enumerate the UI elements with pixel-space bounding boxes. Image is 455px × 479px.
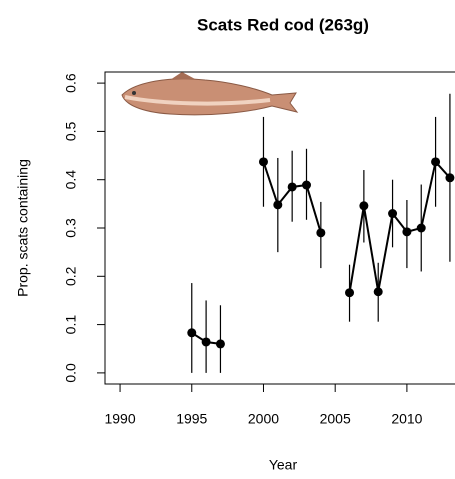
data-point	[445, 173, 455, 183]
chart-title: Scats Red cod (263g)	[197, 15, 369, 34]
x-axis-label: Year	[269, 457, 298, 473]
y-axis-label: Prop. scats containing	[15, 159, 31, 297]
data-point	[431, 157, 441, 167]
data-point	[388, 209, 398, 219]
data-point	[345, 288, 355, 298]
y-tick-label: 0.6	[63, 73, 79, 93]
x-tick-label: 2000	[248, 411, 279, 427]
data-point	[316, 228, 326, 238]
y-tick-label: 0.1	[63, 315, 79, 335]
y-tick-label: 0.4	[63, 170, 79, 190]
data-point	[359, 201, 369, 211]
x-tick-label: 2010	[391, 411, 422, 427]
data-point	[287, 182, 297, 192]
data-point	[373, 287, 383, 297]
y-tick-label: 0.0	[63, 363, 79, 383]
y-tick-label: 0.5	[63, 121, 79, 141]
y-tick-label: 0.3	[63, 218, 79, 238]
data-point	[416, 223, 426, 233]
x-tick-label: 1990	[104, 411, 135, 427]
data-line	[348, 159, 451, 293]
data-point	[215, 339, 225, 349]
fish-illustration	[121, 72, 299, 116]
x-tick-label: 1995	[176, 411, 207, 427]
data-point	[402, 227, 412, 237]
y-tick-label: 0.2	[63, 266, 79, 286]
data-point	[302, 180, 312, 190]
x-tick-label: 2005	[320, 411, 351, 427]
data-point	[258, 157, 268, 167]
data-point	[201, 337, 211, 347]
data-point	[273, 200, 283, 210]
data-point	[187, 328, 197, 338]
plot-frame	[104, 71, 455, 385]
